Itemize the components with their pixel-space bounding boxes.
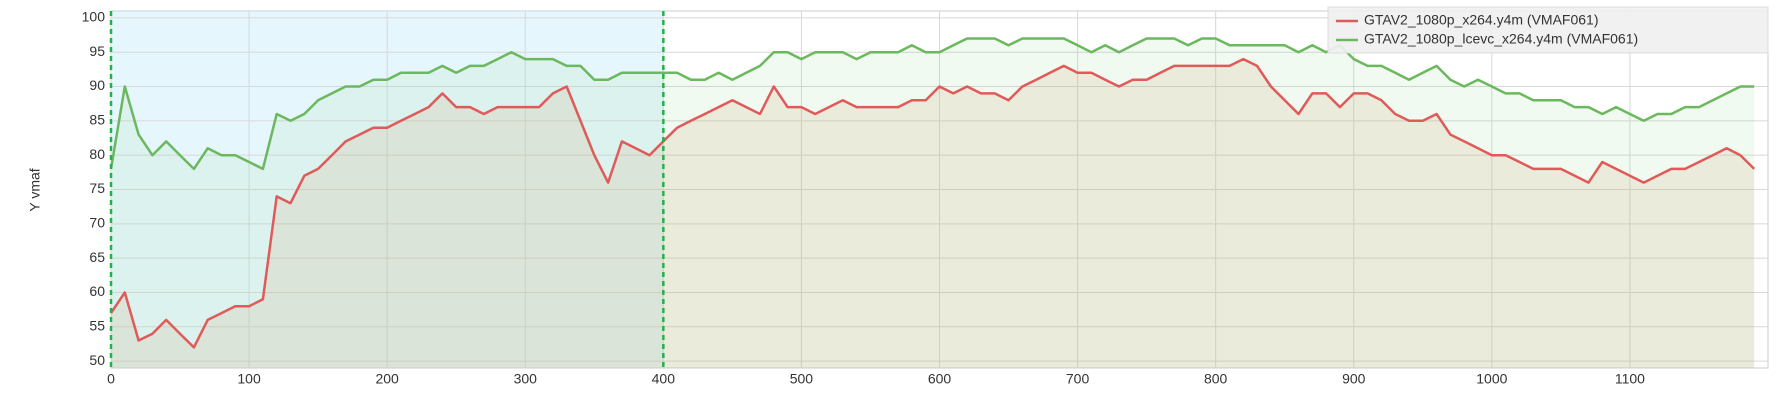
y-tick-label: 85 <box>89 112 105 128</box>
x-tick-label: 600 <box>928 371 952 387</box>
line-series <box>109 57 1756 349</box>
area-fill <box>111 59 1755 368</box>
line-series <box>109 37 1755 171</box>
y-tick-label: 80 <box>89 146 105 162</box>
x-tick-label: 1100 <box>1615 371 1645 387</box>
legend-label: GTAV2_1080p_lcevc_x264.y4m (VMAF061) <box>1364 31 1638 47</box>
legend-box <box>1327 6 1769 54</box>
x-tick-label: 500 <box>790 371 814 387</box>
legend-label: GTAV2_1080p_x264.y4m (VMAF061) <box>1364 12 1599 28</box>
x-tick-label: 800 <box>1204 371 1228 387</box>
x-tick-label: 700 <box>1066 371 1090 387</box>
y-tick-label: 70 <box>89 215 105 231</box>
x-tick-label: 100 <box>237 371 261 387</box>
y-tick-label: 95 <box>89 43 105 59</box>
area-fill <box>111 38 1755 368</box>
y-tick-label: 100 <box>82 9 106 25</box>
x-tick-label: 300 <box>514 371 538 387</box>
y-tick-label: 55 <box>89 318 105 334</box>
y-tick-label: 65 <box>89 249 105 265</box>
y-tick-label: 50 <box>89 352 105 368</box>
y-tick-label: 60 <box>89 283 105 299</box>
x-tick-label: 200 <box>375 371 399 387</box>
x-tick-label: 1000 <box>1476 371 1507 387</box>
x-tick-label: 0 <box>107 371 115 387</box>
x-tick-label: 900 <box>1342 371 1366 387</box>
y-axis-label: Y vmaf <box>27 168 43 211</box>
y-tick-label: 75 <box>89 180 105 196</box>
x-tick-label: 400 <box>652 371 676 387</box>
y-tick-label: 90 <box>89 77 105 93</box>
